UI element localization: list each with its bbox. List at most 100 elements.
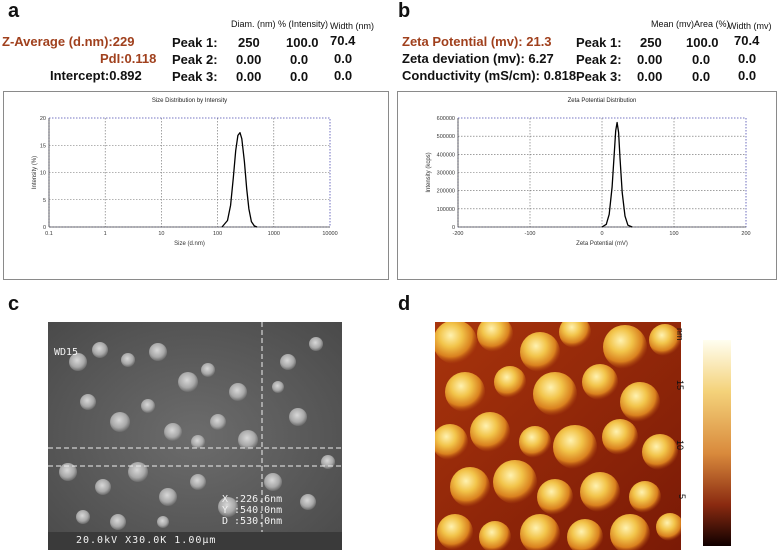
afm-topography — [435, 322, 735, 550]
afm-particle — [629, 481, 661, 513]
x-tick-label: -100 — [524, 231, 535, 237]
afm-particle — [567, 519, 603, 550]
y-tick-label: 300000 — [437, 171, 455, 177]
a-header-intensity: % (Intensity) — [278, 19, 329, 29]
y-tick-label: 100000 — [437, 207, 455, 213]
sem-particle — [178, 372, 198, 392]
y-tick-label: 5 — [43, 198, 46, 204]
x-tick-label: -200 — [452, 231, 463, 237]
a-header-diam: Diam. (nm) — [231, 19, 276, 29]
x-tick-label: 0 — [600, 231, 603, 237]
b-peak3-label: Peak 3: — [576, 69, 622, 84]
zeta-potential-chart: Zeta Potential Distribution -200 -100 0 100 2… — [426, 98, 751, 247]
sem-particle — [272, 381, 284, 393]
afm-particle — [649, 324, 681, 356]
b-peak3-mean: 0.00 — [637, 69, 663, 84]
sem-particle — [95, 479, 111, 495]
sem-particle — [157, 516, 169, 528]
y-tick-label: 400000 — [437, 152, 455, 158]
x-tick-label: 0.1 — [45, 231, 53, 237]
a-peak2-width: 0.0 — [334, 51, 353, 66]
zeta-potential-chart-frame: Zeta Potential Distribution -200 -100 0 100 2… — [397, 91, 777, 280]
a-pdi: PdI:0.118 — [100, 51, 157, 66]
afm-particle — [603, 325, 647, 369]
b-conductivity: Conductivity (mS/cm): 0.818 — [402, 68, 577, 83]
sem-particle — [201, 363, 215, 377]
afm-particle — [580, 472, 620, 512]
sem-particle — [76, 510, 90, 524]
sem-particle — [59, 463, 77, 481]
a-peak3-width: 0.0 — [334, 68, 353, 83]
y-tick-label: 10 — [40, 171, 46, 177]
sem-footer: 20.0kV X30.0K 1.00µm — [76, 535, 217, 546]
panel-letter-c: c — [8, 293, 20, 315]
afm-particle — [435, 424, 468, 460]
afm-particle — [494, 366, 526, 398]
series-line — [221, 132, 258, 228]
x-axis-label: Zeta Potential (mV) — [576, 241, 628, 247]
sem-particle — [264, 473, 282, 491]
a-peak3-diam: 0.00 — [236, 69, 262, 84]
y-axis-label: Intensity (%) — [32, 156, 38, 189]
sem-particle — [309, 337, 323, 351]
a-peak3-pct: 0.0 — [290, 69, 309, 84]
afm-particle — [656, 513, 684, 541]
b-header-mean: Mean (mv) — [651, 19, 695, 29]
x-axis-label: Size (d.nm) — [174, 241, 205, 247]
sem-particle — [128, 462, 148, 482]
b-peak1-label: Peak 1: — [576, 35, 622, 50]
sem-particle — [110, 514, 126, 530]
afm-scale-tick-15: 15 — [675, 380, 685, 391]
sem-particle — [159, 488, 177, 506]
a-peak3-label: Peak 3: — [172, 69, 218, 84]
afm-scale-tick-10: 10 — [675, 440, 685, 451]
sem-measurement-d: D :530.0nm — [222, 516, 283, 527]
sem-particle — [121, 353, 135, 367]
sem-micrograph — [48, 322, 342, 550]
x-tick-label: 10000 — [322, 231, 337, 237]
a-header-width: Width (nm) — [330, 21, 375, 31]
b-zeta-deviation: Zeta deviation (mv): 6.27 — [402, 51, 554, 66]
afm-particle — [620, 382, 660, 422]
sem-particle — [80, 394, 96, 410]
sem-particle — [238, 430, 258, 450]
a-peak1-label: Peak 1: — [172, 35, 218, 50]
b-peak1-width: 70.4 — [734, 33, 760, 48]
a-peak2-pct: 0.0 — [290, 52, 309, 67]
x-tick-label: 10 — [158, 231, 164, 237]
a-peak2-label: Peak 2: — [172, 52, 218, 67]
sem-particle — [289, 408, 307, 426]
afm-particle — [602, 419, 638, 455]
b-header-width: Width (mv) — [728, 21, 772, 31]
b-peak2-mean: 0.00 — [637, 52, 663, 67]
series-line — [601, 121, 633, 228]
a-peak1-pct: 100.0 — [286, 35, 319, 50]
b-peak3-area: 0.0 — [692, 69, 711, 84]
afm-particle — [519, 426, 551, 458]
a-peak1-diam: 250 — [238, 35, 260, 50]
afm-unit-label: nm — [675, 328, 685, 341]
sem-particle — [218, 497, 238, 517]
y-tick-label: 500000 — [437, 134, 455, 140]
sem-measurement-y: Y :540.0nm — [222, 505, 283, 516]
y-tick-label: 600000 — [437, 116, 455, 122]
sem-particle — [321, 455, 335, 469]
b-peak1-mean: 250 — [640, 35, 662, 50]
chart-title: Size Distribution by Intensity — [152, 98, 227, 104]
a-peak1-width: 70.4 — [330, 33, 356, 48]
a-intercept: Intercept:0.892 — [50, 68, 142, 83]
afm-particle — [479, 521, 511, 550]
afm-particle — [533, 372, 577, 416]
sem-particle — [280, 354, 296, 370]
afm-particle — [450, 467, 490, 507]
afm-particle — [582, 364, 618, 400]
sem-particle — [229, 383, 247, 401]
a-z-average: Z-Average (d.nm):229 — [2, 34, 135, 49]
y-tick-label: 0 — [452, 225, 455, 231]
afm-particle — [642, 434, 678, 470]
afm-particle — [520, 332, 560, 372]
sem-particle — [164, 423, 182, 441]
panel-letter-b: b — [398, 0, 411, 22]
sem-measurement-x: X :226.6nm — [222, 494, 283, 505]
